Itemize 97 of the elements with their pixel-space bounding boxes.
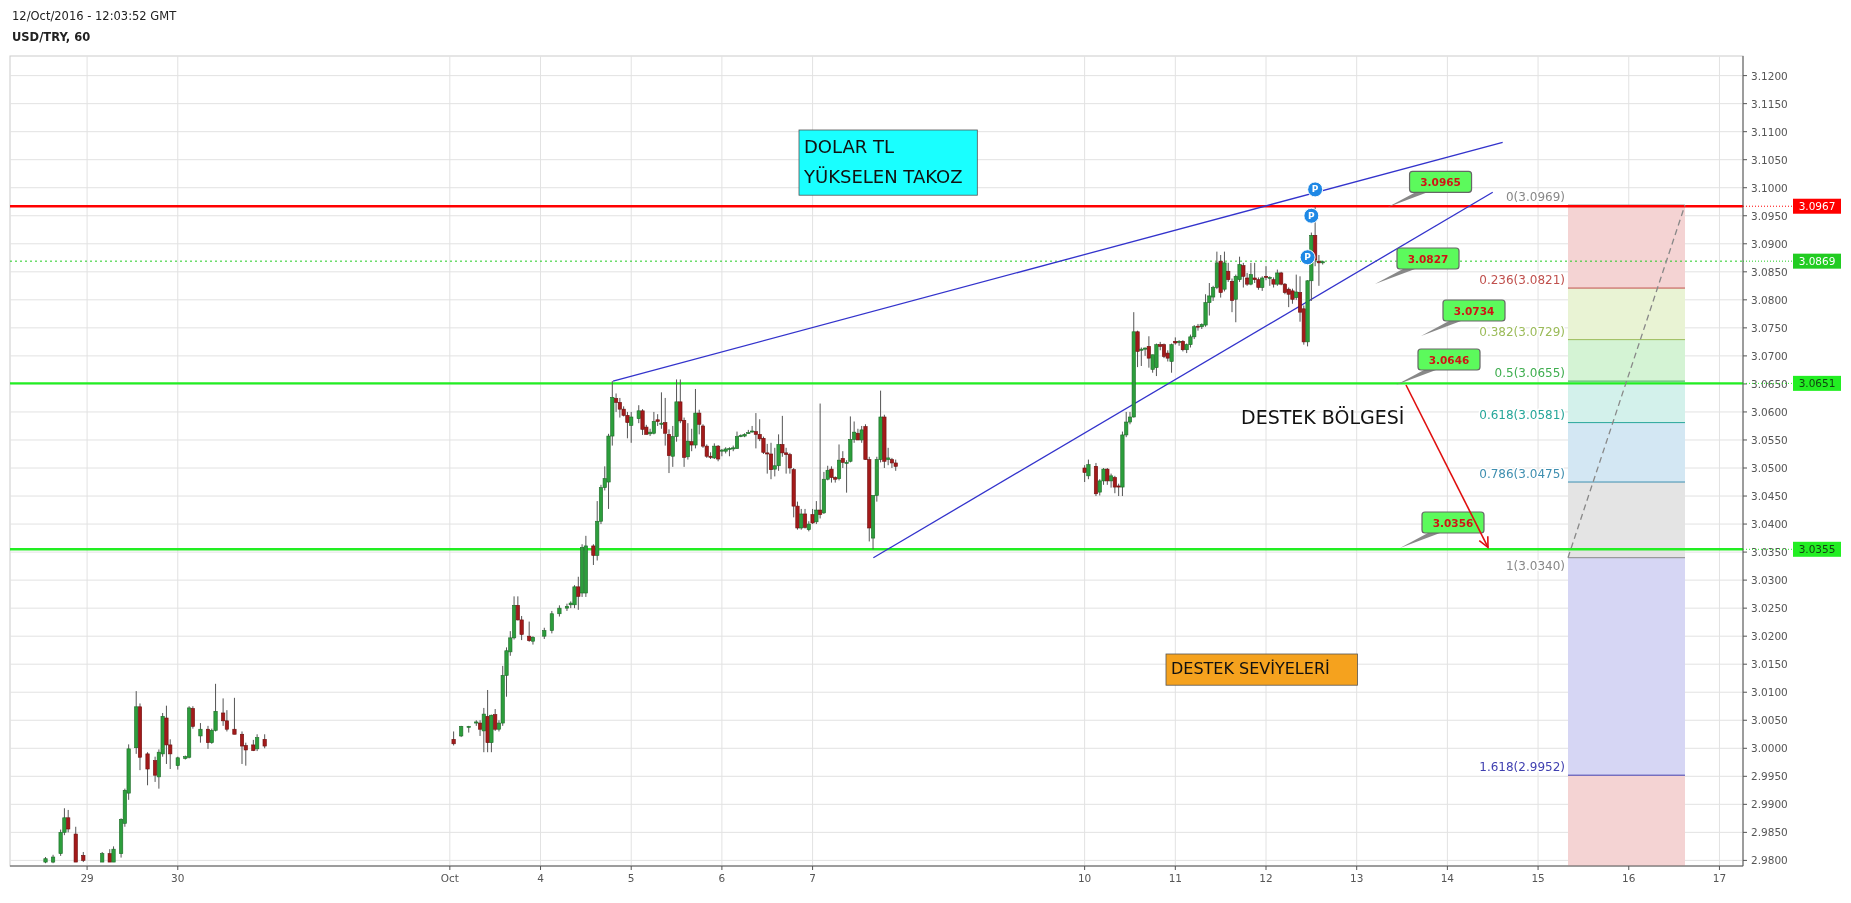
y-tick-label: 2.9800	[1751, 854, 1788, 867]
y-tick-label: 3.0100	[1751, 686, 1788, 699]
x-tick-label: 5	[627, 872, 635, 884]
candlestick	[66, 809, 71, 833]
candlestick	[685, 422, 690, 461]
candlestick	[629, 411, 634, 444]
annotation: DESTEK BÖLGESİ	[1241, 405, 1405, 428]
y-tick-label: 3.0900	[1751, 237, 1788, 250]
annotation: P	[1311, 184, 1319, 195]
ref-line-label: 3.0967	[1798, 200, 1836, 213]
band-label: 0.236(3.0821)	[1479, 273, 1565, 288]
x-tick-label: 7	[809, 872, 816, 884]
y-tick-label: 3.0050	[1751, 714, 1788, 727]
candlestick	[153, 756, 158, 783]
y-tick-label: 3.0650	[1751, 377, 1788, 390]
x-tick-label: 14	[1440, 872, 1455, 884]
y-tick-label: 3.0950	[1751, 209, 1788, 222]
ref-line-label: 3.0355	[1798, 543, 1836, 556]
x-tick-label: 29	[80, 872, 94, 884]
candlestick	[1196, 323, 1200, 332]
candlestick	[564, 603, 569, 612]
y-tick-label: 3.0000	[1751, 742, 1788, 755]
candlestick	[1135, 330, 1140, 368]
candlestick	[625, 411, 630, 439]
x-tick-label: 16	[1622, 872, 1636, 884]
y-tick-label: 2.9950	[1751, 770, 1788, 783]
y-tick-label: 3.0550	[1751, 433, 1788, 446]
ref-line-label: 3.0651	[1798, 377, 1836, 390]
annotation: 3.0827	[1407, 252, 1449, 265]
candlestick	[617, 397, 622, 419]
candlestick	[527, 621, 532, 643]
candlestick	[240, 730, 245, 765]
chart-subtitle: 12/Oct/2016 - 12:03:52 GMT	[12, 9, 178, 23]
y-tick-label: 3.1000	[1751, 181, 1788, 194]
y-tick-label: 3.0800	[1751, 293, 1788, 306]
y-tick-label: 3.0300	[1751, 574, 1788, 587]
y-tick-label: 3.0350	[1751, 546, 1788, 559]
y-tick-label: 3.0700	[1751, 349, 1788, 362]
annotation: DOLAR TL YÜKSELEN TAKOZ	[803, 135, 963, 188]
candlestick	[1109, 473, 1114, 489]
ref-line-label: 3.0869	[1798, 255, 1836, 268]
x-tick-label: 13	[1350, 872, 1364, 884]
band-label: 0.5(3.0655)	[1494, 366, 1565, 381]
band-label: 1.618(2.9952)	[1479, 760, 1565, 775]
y-tick-label: 3.1200	[1751, 69, 1788, 82]
y-tick-label: 3.0200	[1751, 630, 1788, 643]
candlestick	[1139, 346, 1144, 367]
annotation: DESTEK SEVİYELERİ	[1171, 659, 1330, 678]
y-tick-label: 3.1050	[1751, 153, 1788, 166]
candlestick	[198, 722, 203, 744]
candlestick	[1146, 335, 1151, 369]
candlestick	[689, 428, 694, 452]
y-tick-label: 2.9850	[1751, 826, 1788, 839]
candlestick	[769, 442, 774, 480]
candlestick	[221, 697, 226, 727]
x-tick-label: 4	[537, 872, 545, 884]
x-tick-label: 12	[1259, 872, 1273, 884]
y-tick-label: 3.0250	[1751, 602, 1788, 615]
band-label: 1(3.0340)	[1505, 558, 1565, 573]
x-tick-label: Oct	[440, 872, 459, 884]
annotation: 3.0646	[1428, 353, 1470, 366]
annotation: P	[1308, 210, 1316, 221]
y-tick-label: 2.9900	[1751, 798, 1788, 811]
band-label: 0.618(3.0581)	[1479, 407, 1565, 422]
candlestick	[1177, 339, 1182, 347]
y-tick-label: 3.0400	[1751, 518, 1788, 531]
annotation: 3.0965	[1420, 175, 1461, 188]
x-tick-label: 10	[1077, 872, 1092, 884]
x-tick-label: 17	[1712, 872, 1727, 884]
y-tick-label: 3.0150	[1751, 658, 1788, 671]
candlestick	[753, 412, 758, 449]
band-label: 0.382(3.0729)	[1479, 324, 1565, 339]
candlestick	[591, 543, 596, 566]
y-tick-label: 3.0850	[1751, 265, 1788, 278]
band-label: 0.786(3.0475)	[1479, 467, 1565, 482]
y-tick-label: 3.0750	[1751, 321, 1788, 334]
chart-title: USD/TRY, 60	[12, 30, 91, 44]
annotation: 3.0734	[1453, 304, 1495, 317]
y-tick-label: 3.1100	[1751, 125, 1788, 138]
annotation: 3.0356	[1432, 516, 1474, 529]
y-tick-label: 3.0450	[1751, 490, 1788, 503]
x-tick-label: 30	[171, 872, 185, 884]
y-tick-label: 3.1150	[1751, 97, 1788, 110]
candlestick	[719, 448, 724, 457]
candlestick	[145, 751, 150, 786]
candlestick	[1086, 459, 1091, 480]
candlestick	[549, 610, 554, 634]
x-tick-label: 15	[1531, 872, 1545, 884]
x-tick-label: 11	[1168, 872, 1183, 884]
candlestick	[799, 508, 804, 531]
y-tick-label: 3.0500	[1751, 462, 1788, 475]
candlestick	[232, 697, 237, 735]
x-tick-label: 6	[718, 872, 726, 884]
band-label: 0(3.0969)	[1505, 190, 1565, 205]
y-tick-label: 3.0600	[1751, 405, 1788, 418]
annotation: P	[1304, 252, 1312, 263]
candlestick	[190, 705, 195, 730]
